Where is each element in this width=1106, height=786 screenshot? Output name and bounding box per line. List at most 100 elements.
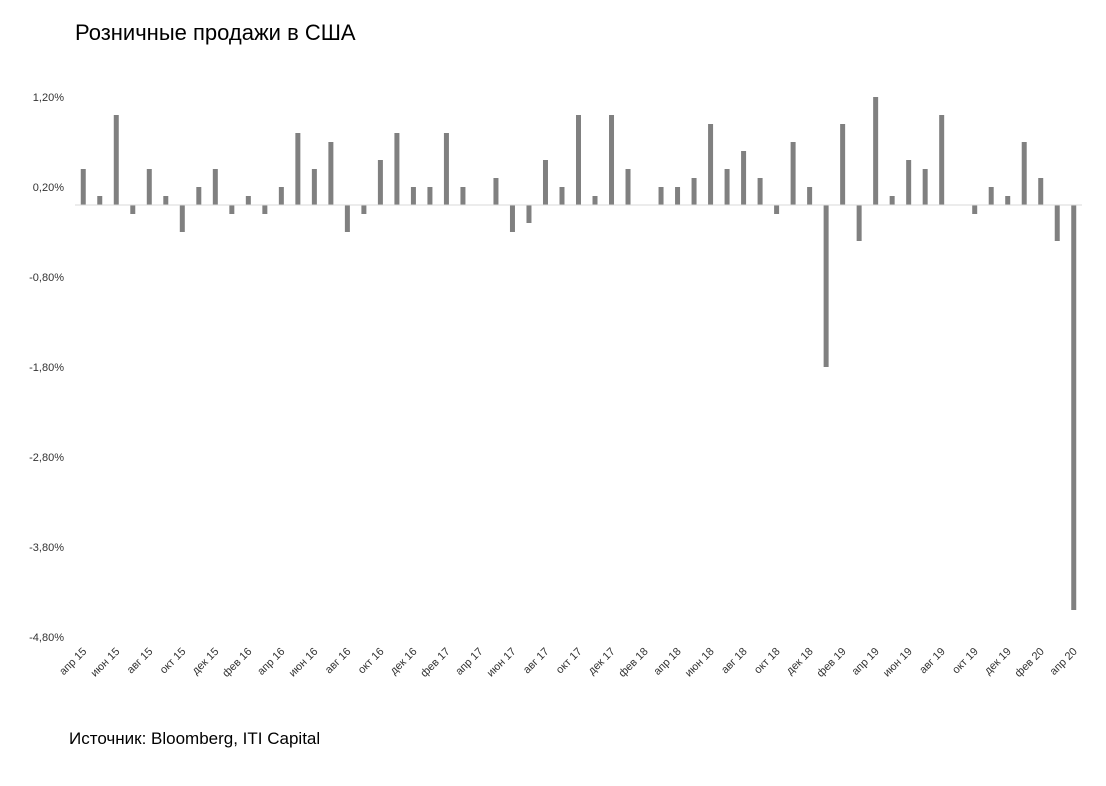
bar — [658, 187, 664, 205]
x-tick-label: июн 18 — [683, 646, 717, 680]
x-tick-label: авг 19 — [917, 646, 948, 677]
bar — [344, 205, 350, 232]
bar — [922, 169, 928, 205]
bar — [245, 196, 251, 205]
y-tick-label: -3,80% — [29, 542, 64, 554]
bar — [823, 205, 829, 367]
bar — [988, 187, 994, 205]
y-axis-ticks: 1,20% 0,20% -0,80% -1,80% -2,80% -3,80% -4,80% — [29, 92, 64, 644]
bar — [559, 187, 565, 205]
bar — [113, 115, 119, 205]
bars-group — [80, 97, 1077, 610]
y-tick-label: 1,20% — [33, 92, 64, 104]
bar — [1021, 142, 1027, 205]
bar — [609, 115, 615, 205]
bar — [856, 205, 862, 241]
bar — [576, 115, 581, 205]
bar — [889, 196, 895, 205]
bar — [262, 205, 268, 214]
bar — [295, 133, 301, 205]
x-tick-label: авг 16 — [323, 646, 354, 677]
bar — [377, 160, 383, 205]
x-tick-label: апр 18 — [652, 646, 684, 678]
bar — [427, 187, 433, 205]
bar — [443, 133, 449, 205]
x-tick-label: авг 18 — [719, 646, 750, 677]
x-tick-label: авг 17 — [521, 646, 552, 677]
bar — [807, 187, 813, 205]
bar — [80, 169, 86, 205]
bar — [1071, 205, 1077, 610]
bar — [939, 115, 945, 205]
bar — [460, 187, 466, 205]
bar — [212, 169, 218, 205]
y-tick-label: 0,20% — [33, 182, 64, 194]
bar — [361, 205, 367, 214]
bar — [1005, 196, 1011, 205]
bar — [97, 196, 103, 205]
x-tick-label: дек 19 — [982, 646, 1014, 678]
bar — [394, 133, 400, 205]
bar — [691, 178, 697, 205]
bar — [328, 142, 334, 205]
x-tick-label: апр 19 — [850, 646, 882, 678]
x-tick-label: июн 17 — [485, 646, 519, 680]
bar — [625, 169, 631, 205]
bar — [724, 169, 730, 205]
x-tick-label: фев 17 — [418, 646, 452, 680]
chart-title: Розничные продажи в США — [75, 20, 356, 45]
bar — [196, 187, 202, 205]
bar — [675, 187, 681, 205]
bar — [972, 205, 978, 214]
bar — [163, 196, 169, 205]
bar — [592, 196, 598, 205]
bar — [741, 151, 747, 205]
y-tick-label: -1,80% — [29, 362, 64, 374]
x-tick-label: июн 16 — [287, 646, 321, 680]
bar — [130, 205, 136, 214]
bar — [1038, 178, 1044, 205]
bar — [278, 187, 284, 205]
bar — [790, 142, 796, 205]
bar — [873, 97, 879, 205]
bar — [774, 205, 780, 214]
bar — [542, 160, 548, 205]
bar — [757, 178, 763, 205]
bar — [146, 169, 152, 205]
x-tick-label: фев 19 — [815, 646, 849, 680]
x-tick-label: окт 17 — [554, 646, 585, 677]
x-tick-label: окт 19 — [950, 646, 981, 677]
x-tick-label: окт 16 — [356, 646, 387, 677]
bar — [493, 178, 499, 205]
x-tick-label: фев 20 — [1013, 646, 1047, 680]
bar — [509, 205, 515, 232]
x-tick-label: окт 15 — [158, 646, 189, 677]
x-tick-label: апр 16 — [255, 646, 287, 678]
x-tick-label: апр 20 — [1048, 646, 1080, 678]
y-tick-label: -2,80% — [29, 452, 64, 464]
y-tick-label: -4,80% — [29, 632, 64, 644]
x-tick-label: фев 18 — [616, 646, 650, 680]
x-tick-label: дек 18 — [784, 646, 816, 678]
x-tick-label: апр 17 — [453, 646, 485, 678]
x-tick-label: авг 15 — [125, 646, 156, 677]
x-tick-label: дек 17 — [586, 646, 618, 678]
bar — [526, 205, 532, 223]
bar — [708, 124, 714, 205]
x-tick-label: дек 15 — [190, 646, 222, 678]
bar — [906, 160, 912, 205]
x-tick-label: дек 16 — [388, 646, 420, 678]
bar — [410, 187, 416, 205]
x-tick-label: июн 19 — [881, 646, 915, 680]
bar — [1054, 205, 1060, 241]
x-tick-label: апр 15 — [57, 646, 89, 678]
x-tick-label: окт 18 — [752, 646, 783, 677]
y-tick-label: -0,80% — [29, 272, 64, 284]
bar — [229, 205, 235, 214]
bar — [311, 169, 317, 205]
source-note: Источник: Bloomberg, ITI Capital — [69, 729, 321, 748]
x-tick-label: фев 16 — [220, 646, 254, 680]
bar — [179, 205, 185, 232]
